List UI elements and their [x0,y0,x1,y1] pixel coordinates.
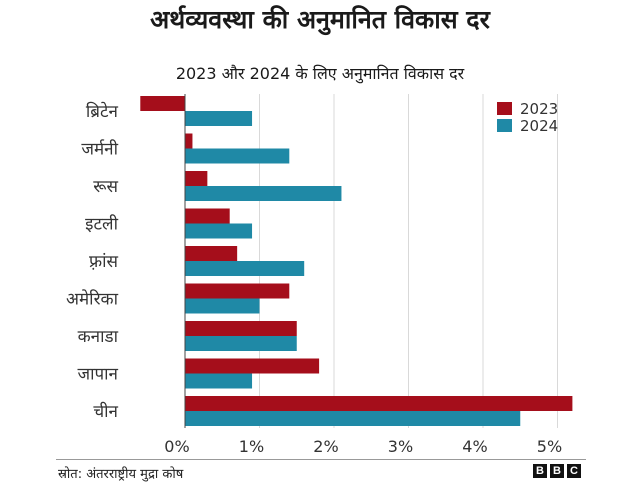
bar-2024 [185,148,290,164]
source-note: स्रोत: अंतरराष्ट्रीय मुद्रा कोष [58,467,184,482]
category-label: रूस [93,177,118,197]
x-tick-label: 1% [239,437,264,456]
bar-2023 [185,321,297,336]
category-label: ब्रिटेन [86,101,119,122]
footer-divider [56,459,586,460]
chart-title: अर्थव्यवस्था की अनुमानित विकास दर [150,5,490,34]
bar-2024 [185,298,260,314]
bbc-logo-letter: B [550,464,564,478]
category-label: जर्मनी [81,139,118,160]
bar-2023 [185,396,573,411]
x-tick-label: 5% [537,437,562,456]
x-tick-label: 4% [462,437,487,456]
bar-2024 [185,111,253,126]
bbc-logo-letter: C [567,464,581,478]
bar-2024 [185,223,253,239]
bar-2023 [140,96,185,111]
bar-2023 [185,208,230,224]
bar-2024 [185,411,521,426]
x-tick-label: 2% [313,437,338,456]
category-label: चीन [93,401,118,422]
category-label: फ़्रांस [89,252,119,272]
bar-2023 [185,133,193,149]
category-label: कनाडा [78,327,119,347]
x-tick-label: 0% [164,437,189,456]
bar-2023 [185,283,290,299]
bar-2024 [185,261,305,276]
bar-2024 [185,186,342,201]
bar-2023 [185,171,208,186]
legend-label: 2023 [520,100,558,118]
x-tick-label: 3% [388,437,413,456]
chart-subtitle: 2023 और 2024 के लिए अनुमानित विकास दर [175,64,465,83]
bar-2023 [185,358,320,374]
bar-2023 [185,246,238,261]
legend-swatch [497,119,512,132]
bar-2024 [185,373,253,389]
category-label: अमेरिका [66,289,119,310]
category-label: इटली [85,214,118,235]
bbc-logo-letter: B [533,464,547,478]
bbc-logo: B B C [533,464,581,478]
legend-swatch [497,102,512,115]
bar-2024 [185,336,297,351]
category-label: जापान [77,365,118,385]
legend-label: 2024 [520,117,558,135]
